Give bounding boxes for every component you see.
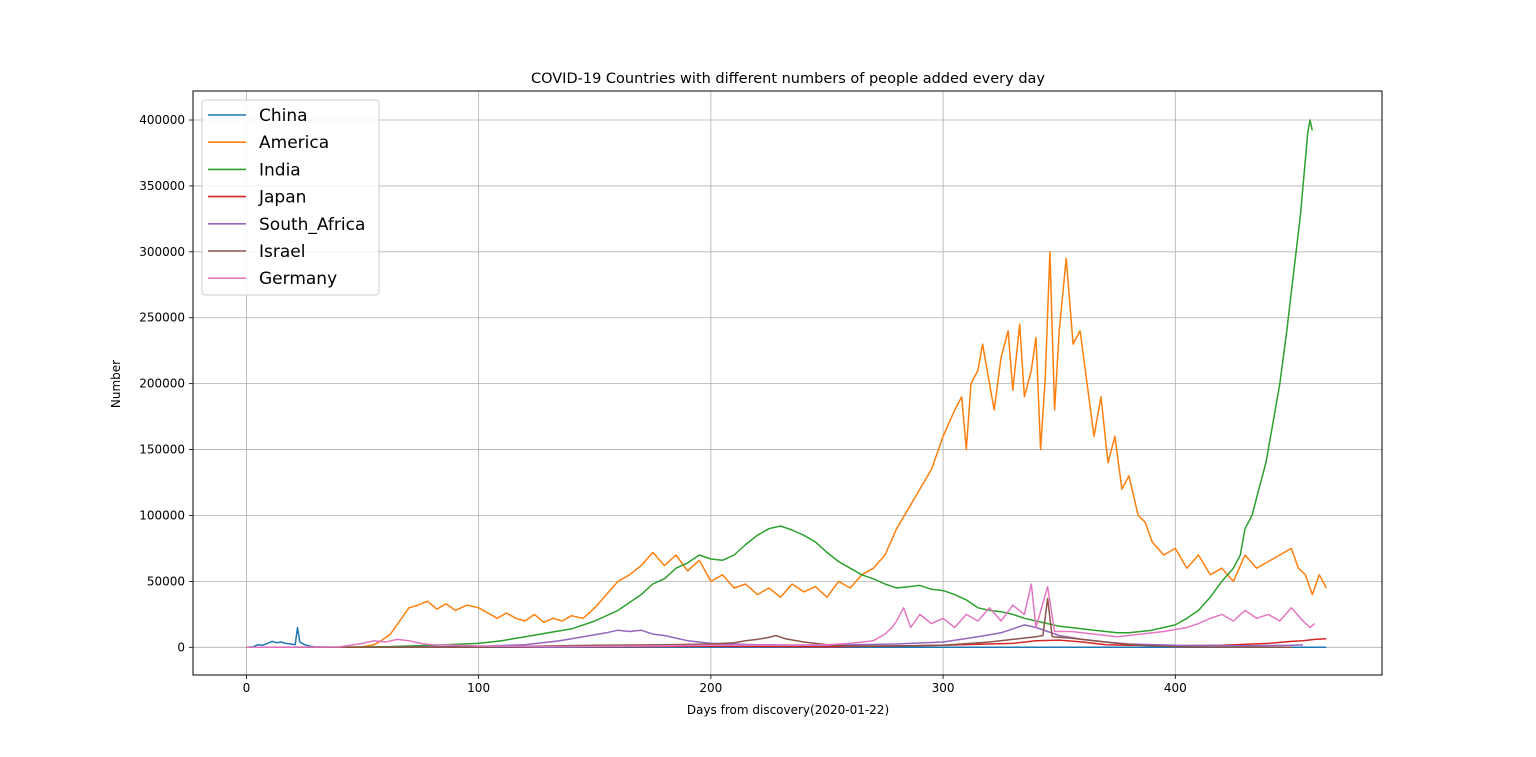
series-line-india xyxy=(246,119,1314,649)
y-tick-label: 150000 xyxy=(139,443,185,457)
y-tick-label: 50000 xyxy=(147,574,185,588)
axes-frame xyxy=(192,90,1383,676)
x-axis-label: Days from discovery(2020-01-22) xyxy=(687,703,889,717)
chart-title: COVID-19 Countries with different number… xyxy=(531,71,1045,87)
x-tick-label: 300 xyxy=(932,681,955,695)
y-axis-label: Number xyxy=(109,360,123,408)
legend-label: South_Africa xyxy=(259,215,365,235)
legend-box xyxy=(201,99,380,296)
y-tick-label: 250000 xyxy=(139,311,185,325)
x-tick-label: 0 xyxy=(243,681,251,695)
x-tick-label: 200 xyxy=(699,681,722,695)
legend-label: China xyxy=(259,106,308,126)
legend-label: America xyxy=(259,133,329,153)
x-tick-label: 400 xyxy=(1164,681,1187,695)
y-tick-label: 0 xyxy=(177,640,185,654)
plot-area: 0 100 200 300 400 0 50000 100000 150000 200000 250… xyxy=(139,90,1383,695)
legend-label: Germany xyxy=(259,269,337,289)
legend: China America India Japan South_Africa Israel… xyxy=(201,99,380,296)
y-tick-label: 100000 xyxy=(139,508,185,522)
y-tick-label: 350000 xyxy=(139,179,185,193)
series-line-israel xyxy=(246,597,1292,649)
x-tick-label: 100 xyxy=(467,681,490,695)
legend-label: Japan xyxy=(258,188,306,208)
y-tick-label: 300000 xyxy=(139,245,185,259)
series-line-germany xyxy=(246,583,1316,649)
legend-label: India xyxy=(259,160,301,180)
series-line-america xyxy=(246,251,1327,649)
y-tick-label: 400000 xyxy=(139,113,185,127)
legend-label: Israel xyxy=(259,242,305,262)
y-tick-label: 200000 xyxy=(139,377,185,391)
